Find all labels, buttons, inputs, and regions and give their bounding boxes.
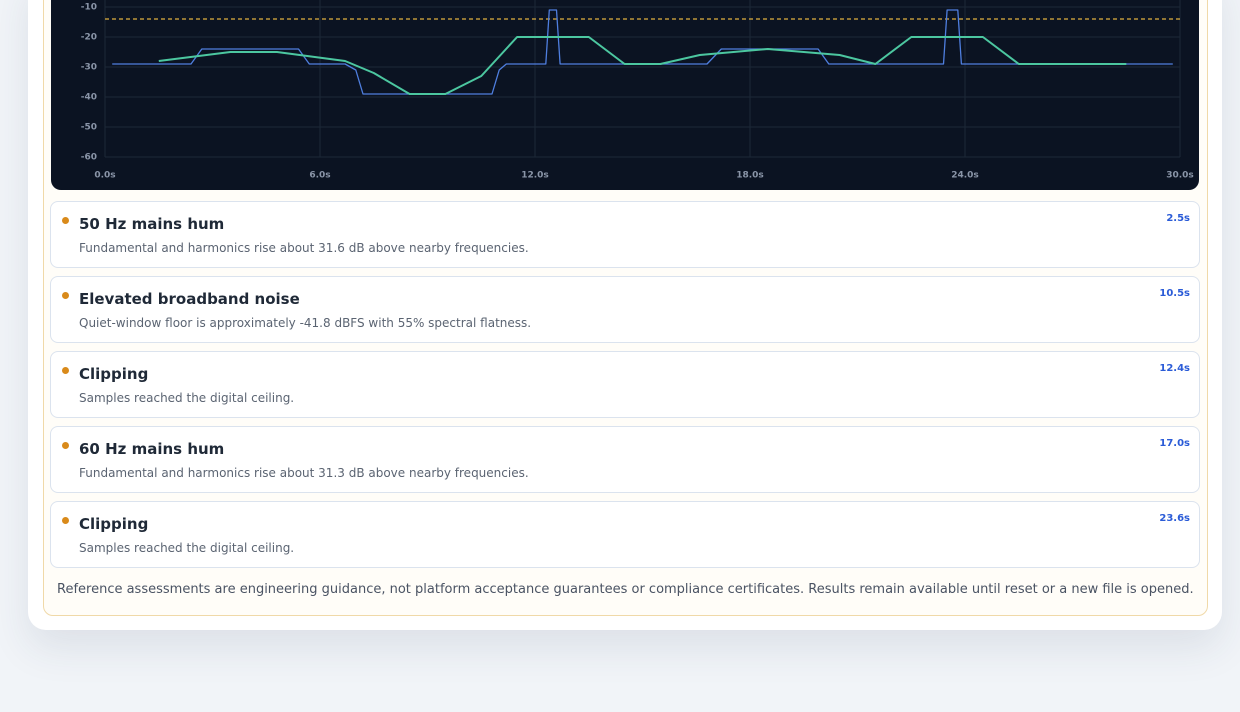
x-tick-label: 18.0s	[736, 171, 764, 181]
issue-title: Elevated broadband noise	[79, 290, 300, 308]
issue-time: 12.4s	[1159, 363, 1190, 374]
chart-panel: -60 -50 -40 -30 -20 -10 0.0s 6.0s 12.0s 18.0s 24.0…	[51, 0, 1199, 190]
series-line	[158, 36, 1127, 95]
y-tick-label: -50	[81, 123, 97, 133]
y-tick-label: -60	[81, 153, 97, 163]
issue-title: Clipping	[79, 365, 149, 383]
severity-dot	[62, 367, 69, 374]
issue-time: 17.0s	[1159, 438, 1190, 449]
severity-dot	[62, 292, 69, 299]
issue-time: 10.5s	[1159, 288, 1190, 299]
y-tick-label: -40	[81, 93, 97, 103]
x-tick-label: 12.0s	[521, 171, 549, 181]
issue-description: Samples reached the digital ceiling.	[79, 391, 295, 405]
issue-card[interactable]: 60 Hz mains hum Fundamental and harmonics…	[50, 426, 1200, 493]
y-tick-label: -30	[81, 63, 97, 73]
severity-dot	[62, 517, 69, 524]
issue-title: Clipping	[79, 515, 149, 533]
x-tick-label: 30.0s	[1166, 171, 1194, 181]
issue-card[interactable]: Clipping Samples reached the digital ceil…	[50, 351, 1200, 418]
issue-time: 23.6s	[1159, 513, 1190, 524]
y-tick-label: -10	[81, 3, 97, 13]
issue-title: 50 Hz mains hum	[79, 215, 225, 233]
issue-title: 60 Hz mains hum	[79, 440, 225, 458]
severity-dot	[62, 217, 69, 224]
issue-description: Samples reached the digital ceiling.	[79, 541, 295, 555]
severity-dot	[62, 442, 69, 449]
x-tick-label: 0.0s	[94, 171, 115, 181]
issue-card[interactable]: 50 Hz mains hum Fundamental and harmonics…	[50, 201, 1200, 268]
issue-description: Fundamental and harmonics rise about 31.…	[79, 241, 529, 255]
issue-card[interactable]: Elevated broadband noise Quiet-window flo…	[50, 276, 1200, 343]
disclaimer: Reference assessments are engineering gu…	[57, 582, 1194, 597]
y-tick-label: -20	[81, 33, 97, 43]
x-tick-label: 6.0s	[309, 171, 330, 181]
issue-description: Quiet-window floor is approximately -41.…	[79, 316, 532, 330]
x-tick-label: 24.0s	[951, 171, 979, 181]
chart: -60 -50 -40 -30 -20 -10 0.0s 6.0s 12.0s 18.0s 24.0…	[81, 0, 1194, 181]
issue-card[interactable]: Clipping Samples reached the digital ceil…	[50, 501, 1200, 568]
issue-description: Fundamental and harmonics rise about 31.…	[79, 466, 529, 480]
issue-time: 2.5s	[1166, 213, 1190, 224]
